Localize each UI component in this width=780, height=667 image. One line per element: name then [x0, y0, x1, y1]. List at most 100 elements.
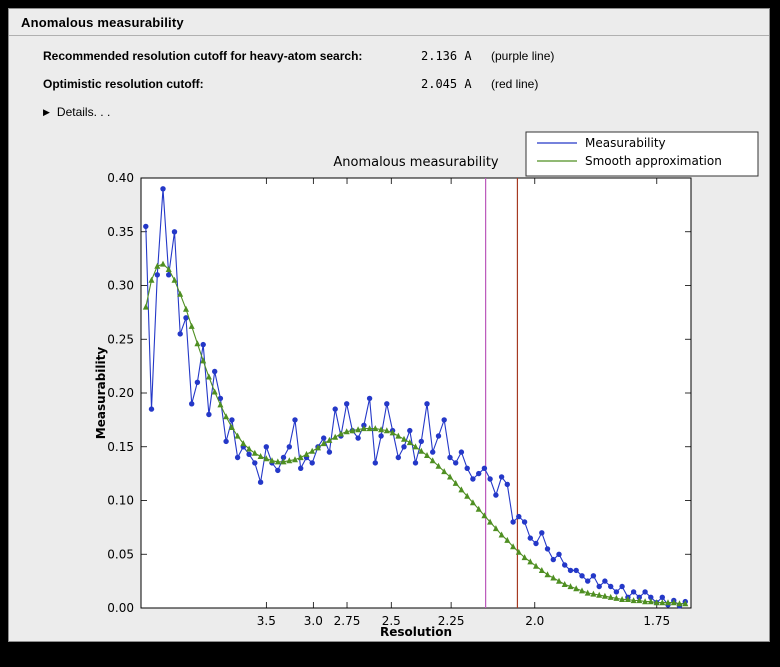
- data-point-triangle: [257, 453, 264, 459]
- data-point-triangle: [297, 454, 304, 461]
- recommended-cutoff-label: Recommended resolution cutoff for heavy-…: [43, 49, 363, 63]
- data-point-circle: [143, 223, 149, 230]
- data-point-triangle: [441, 468, 448, 475]
- data-point-triangle: [183, 305, 189, 312]
- data-point-triangle: [659, 599, 666, 606]
- data-point-triangle: [573, 585, 580, 592]
- data-point-circle: [183, 315, 189, 321]
- data-point-circle: [160, 186, 166, 192]
- data-point-circle: [435, 433, 442, 439]
- data-point-triangle: [504, 536, 511, 543]
- data-point-triangle: [607, 593, 614, 600]
- x-tick-label: 2.5: [382, 614, 401, 628]
- data-point-triangle: [303, 450, 310, 457]
- data-point-triangle: [487, 518, 494, 525]
- measurability-chart: 0.00 0.05 0.10 0.15 0.20 0.25 0.30 0.35 0.40 3.5 3…: [94, 131, 759, 639]
- data-point-circle: [326, 449, 333, 455]
- data-point-circle: [263, 444, 269, 450]
- y-tick-label: 0.00: [107, 601, 134, 615]
- data-point-triangle: [418, 447, 425, 454]
- data-point-circle: [171, 229, 178, 235]
- data-point-triangle: [366, 425, 373, 432]
- data-point-triangle: [292, 456, 298, 463]
- data-point-circle: [608, 583, 614, 590]
- data-point-circle: [401, 444, 407, 450]
- panel-title: Anomalous measurability: [21, 15, 184, 30]
- data-point-circle: [229, 417, 235, 423]
- data-point-circle: [252, 460, 258, 466]
- data-point-circle: [602, 578, 608, 584]
- data-point-circle: [476, 470, 482, 477]
- data-point-triangle: [395, 432, 402, 439]
- data-point-triangle: [171, 276, 178, 283]
- data-point-circle: [573, 567, 579, 574]
- data-point-circle: [590, 573, 597, 579]
- data-point-triangle: [148, 276, 155, 283]
- data-point-circle: [148, 406, 155, 412]
- data-point-triangle: [682, 600, 689, 607]
- optimistic-cutoff-label: Optimistic resolution cutoff:: [43, 77, 204, 91]
- data-point-triangle: [228, 424, 235, 430]
- data-point-circle: [441, 417, 447, 423]
- data-point-triangle: [584, 589, 591, 596]
- data-point-circle: [533, 540, 539, 547]
- recommended-cutoff-value: 2.136 A: [421, 49, 472, 63]
- anomalous-measurability-panel: Anomalous measurability Recommended reso…: [8, 8, 770, 642]
- data-point-circle: [453, 460, 459, 466]
- data-point-triangle: [498, 531, 505, 538]
- data-point-triangle: [205, 373, 212, 380]
- data-point-triangle: [280, 458, 287, 465]
- x-tick-label: 2.25: [438, 614, 465, 628]
- data-point-triangle: [165, 266, 172, 272]
- data-point-circle: [217, 395, 224, 402]
- data-point-circle: [556, 551, 562, 557]
- recommended-cutoff-row: Recommended resolution cutoff for heavy-…: [9, 49, 769, 65]
- data-point-triangle: [337, 430, 344, 437]
- data-point-triangle: [642, 598, 649, 605]
- data-point-circle: [464, 465, 470, 471]
- data-point-triangle: [469, 499, 476, 506]
- data-point-triangle: [349, 427, 356, 434]
- data-point-triangle: [429, 457, 436, 464]
- data-point-circle: [481, 465, 488, 471]
- y-tick-label: 0.10: [107, 494, 134, 508]
- x-tick-label: 3.0: [304, 614, 323, 628]
- data-point-triangle: [315, 444, 321, 451]
- data-point-circle: [407, 427, 413, 434]
- data-point-triangle: [567, 583, 574, 590]
- data-point-triangle: [246, 445, 253, 452]
- data-point-triangle: [355, 426, 362, 433]
- details-label: Details. . .: [56, 105, 111, 119]
- y-tick-label: 0.40: [107, 171, 134, 185]
- data-point-triangle: [481, 512, 488, 519]
- data-point-triangle: [653, 599, 660, 606]
- data-point-circle: [516, 513, 522, 520]
- data-point-circle: [212, 368, 218, 375]
- y-tick-label: 0.15: [107, 440, 134, 454]
- data-point-circle: [613, 589, 620, 595]
- data-point-circle: [510, 519, 516, 525]
- data-point-circle: [395, 454, 401, 461]
- data-point-triangle: [211, 388, 218, 395]
- data-point-circle: [418, 438, 424, 445]
- data-point-triangle: [378, 426, 385, 433]
- y-tick-label: 0.05: [107, 547, 134, 561]
- data-point-circle: [223, 438, 229, 445]
- data-point-triangle: [177, 290, 184, 297]
- data-point-triangle: [360, 425, 367, 432]
- data-point-circle: [206, 411, 212, 418]
- data-point-circle: [372, 460, 378, 466]
- data-point-triangle: [223, 413, 230, 420]
- data-point-triangle: [475, 505, 482, 512]
- details-disclosure[interactable]: ▶ Details. . .: [43, 105, 110, 119]
- data-point-triangle: [452, 479, 459, 486]
- data-point-circle: [619, 583, 625, 590]
- panel-header: Anomalous measurability: [9, 9, 769, 36]
- data-point-circle: [257, 479, 264, 485]
- data-point-triangle: [263, 455, 270, 462]
- data-point-circle: [470, 476, 476, 482]
- y-axis-label: Measurability: [94, 347, 108, 440]
- data-point-triangle: [447, 473, 453, 480]
- data-point-circle: [458, 449, 465, 455]
- data-point-triangle: [510, 543, 517, 550]
